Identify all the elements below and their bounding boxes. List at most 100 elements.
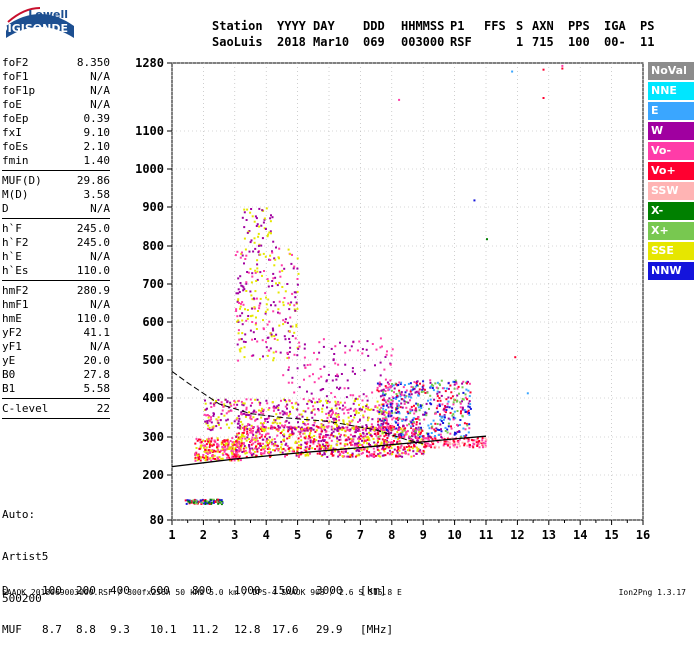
echo-point [303,449,306,452]
echo-point [305,442,308,445]
echo-point [333,395,336,398]
echo-point [445,443,448,446]
y-tick-label: 80 [150,513,164,527]
echo-point [366,399,369,402]
echo-point [357,449,359,452]
x-tick-label: 9 [420,528,427,542]
echo-point [197,456,200,459]
echo-point [401,455,404,458]
echo-point [256,278,259,281]
echo-point [344,406,347,409]
echo-point [281,269,284,272]
echo-point [328,437,331,439]
echo-point [408,440,411,442]
echo-point [358,419,361,422]
echo-point [257,429,260,432]
echo-point [261,422,264,425]
echo-point [236,426,239,429]
echo-point [239,426,242,429]
echo-point [452,444,455,447]
echo-point [228,456,231,459]
echo-point [234,406,237,409]
echo-point [425,402,428,405]
echo-point [245,282,248,285]
echo-point [461,415,464,418]
echo-point [288,410,291,413]
echo-point [330,428,333,431]
echo-point [451,407,454,410]
echo-point [187,500,190,503]
echo-point [277,291,280,294]
echo-point [248,250,251,253]
echo-point [261,447,264,450]
echo-point [326,406,328,409]
echo-point [279,351,282,354]
echo-point [199,499,202,502]
echo-point [363,410,366,413]
echo-point [231,450,234,453]
echo-point [304,423,307,426]
echo-point [383,368,386,371]
echo-point [291,433,294,436]
ionogram-chart: 1 2 3 4 5 6 7 8 9 10 11 12 13 14 15 1680200300400500600… [135,56,650,542]
echo-point [422,380,425,383]
x-tick-label: 7 [357,528,364,542]
echo-point [268,258,271,261]
echo-point [375,348,378,351]
echo-point [346,428,349,431]
echo-point [478,446,481,449]
echo-point [390,441,393,443]
echo-point [203,502,205,505]
echo-point [356,398,359,401]
echo-point [237,288,240,291]
echo-point [282,398,285,401]
echo-point [245,414,248,417]
echo-point [250,440,252,443]
echo-point [258,243,261,246]
echo-point [438,446,440,449]
echo-point [411,438,414,441]
echo-point [312,373,314,376]
echo-point [298,455,300,458]
echo-point [444,411,447,414]
parameter-value: N/A [90,202,110,215]
echo-point [237,329,240,332]
echo-point [396,440,399,443]
echo-point [184,499,187,502]
echo-point [258,304,261,307]
echo-point [324,430,327,433]
echo-point [393,387,396,390]
echo-point [434,382,437,385]
conversion-cell: 8.7 [42,623,62,636]
y-tick-label: 400 [142,391,164,405]
echo-point [393,391,395,394]
echo-point [367,408,370,411]
echo-point [313,421,316,424]
echo-point [425,442,428,445]
echo-point [294,440,297,443]
echo-point [404,433,407,436]
echo-point [229,403,232,406]
echo-point [259,271,262,274]
echo-point [296,257,299,260]
echo-point [291,430,294,433]
echo-point [325,412,328,415]
echo-point [361,451,364,454]
echo-point [265,441,268,444]
echo-point [381,394,384,397]
echo-point [258,432,261,435]
echo-point [375,434,378,437]
echo-point [420,426,422,429]
echo-point [244,452,247,455]
echo-point [432,419,435,422]
echo-point [188,501,191,504]
echo-point [227,454,230,457]
echo-point [193,498,196,501]
echo-point [250,281,253,284]
echo-point [403,400,406,403]
echo-point [261,274,263,277]
echo-point [418,418,421,421]
echo-point [381,438,384,441]
echo-point [317,377,320,380]
echo-point [295,323,298,326]
